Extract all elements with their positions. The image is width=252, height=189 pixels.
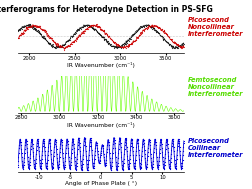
Text: Femtosecond
Noncollinear
Interferometer: Femtosecond Noncollinear Interferometer <box>188 77 243 98</box>
Text: Interferograms for Heterodyne Detection in PS-SFG: Interferograms for Heterodyne Detection … <box>0 5 213 14</box>
X-axis label: IR Wavenumber (cm⁻¹): IR Wavenumber (cm⁻¹) <box>67 122 135 128</box>
X-axis label: Angle of Phase Plate ( °): Angle of Phase Plate ( °) <box>65 181 137 186</box>
X-axis label: IR Wavenumber (cm⁻¹): IR Wavenumber (cm⁻¹) <box>67 62 135 68</box>
Text: Picosecond
Noncollinear
Interferometer: Picosecond Noncollinear Interferometer <box>188 17 243 37</box>
Text: Picosecond
Collinear
Interferometer: Picosecond Collinear Interferometer <box>188 138 243 158</box>
